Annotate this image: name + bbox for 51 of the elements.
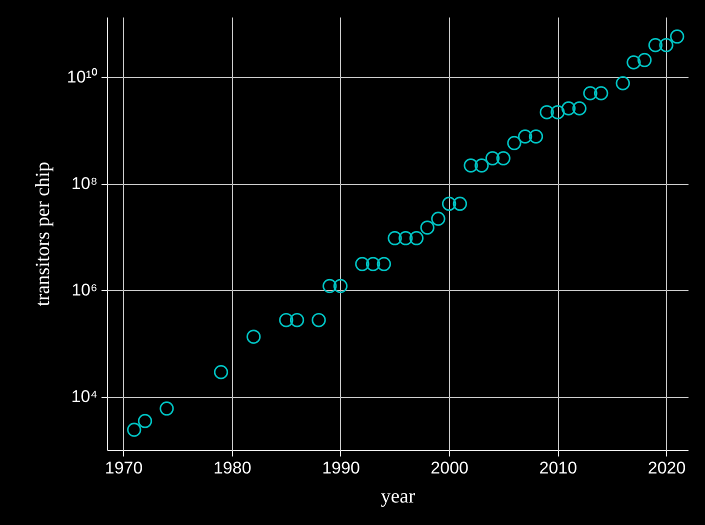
point — [561, 101, 576, 116]
point — [648, 38, 663, 52]
point — [540, 105, 554, 120]
point — [420, 220, 434, 235]
point — [507, 136, 522, 150]
x-tick-label: 2010 — [539, 458, 578, 478]
point — [485, 151, 500, 166]
point — [464, 158, 478, 173]
y-tick-label: 10⁶ — [72, 280, 98, 300]
y-tick-label: 10¹⁰ — [66, 68, 98, 87]
x-tick-label: 1980 — [213, 458, 252, 478]
point — [670, 29, 684, 44]
point — [355, 256, 370, 272]
point — [376, 256, 392, 272]
x-axis-title: year — [380, 486, 416, 508]
point — [518, 129, 532, 144]
point — [616, 76, 630, 90]
point — [246, 330, 261, 344]
point — [572, 101, 587, 116]
point — [594, 86, 608, 100]
x-tick-label: 1970 — [104, 458, 143, 478]
x-tick-label: 1990 — [322, 458, 360, 478]
point — [160, 401, 174, 416]
point — [138, 414, 152, 428]
y-tick-label: 10⁸ — [71, 174, 98, 194]
point — [333, 278, 348, 294]
point — [312, 312, 326, 328]
point — [442, 196, 456, 211]
point — [637, 52, 652, 68]
point — [550, 105, 565, 120]
point — [322, 278, 337, 294]
point — [214, 365, 228, 380]
point — [279, 312, 294, 328]
point — [474, 158, 489, 173]
point — [659, 38, 674, 52]
point — [409, 231, 424, 246]
y-axis-title: transitors per chip — [32, 162, 54, 306]
point — [431, 212, 446, 226]
point — [496, 151, 511, 166]
point — [452, 196, 468, 211]
point — [366, 256, 380, 272]
point — [528, 129, 544, 144]
point — [290, 312, 304, 328]
point — [398, 231, 413, 246]
point — [388, 231, 402, 246]
y-tick-label: 10⁴ — [71, 387, 98, 406]
point — [583, 86, 598, 100]
point — [127, 422, 142, 437]
point — [626, 55, 641, 70]
x-tick-label: 2020 — [648, 458, 686, 478]
x-tick-label: 2000 — [430, 458, 468, 478]
